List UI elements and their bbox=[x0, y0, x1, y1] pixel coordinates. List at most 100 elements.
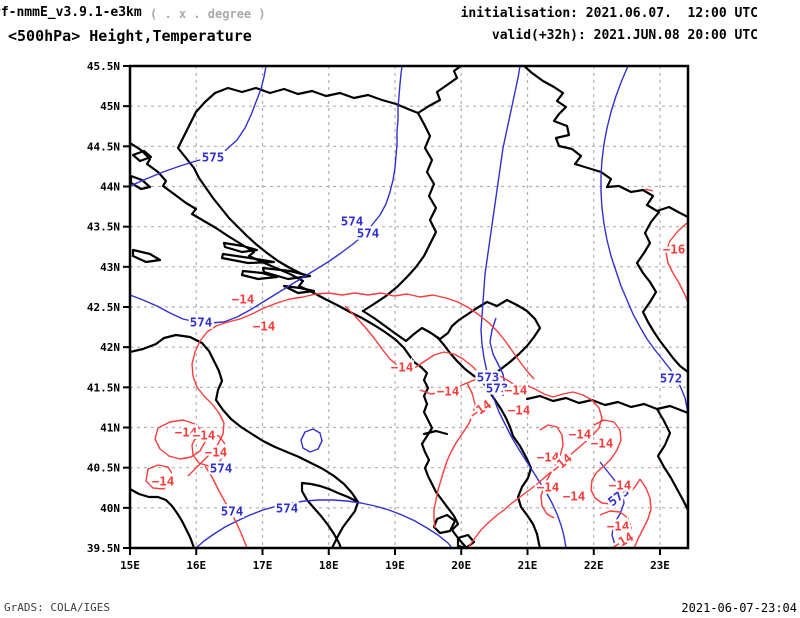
coastline-path bbox=[361, 298, 542, 384]
temperature-contour-line bbox=[539, 424, 564, 519]
coastlines-borders bbox=[131, 67, 687, 547]
contour-value-label: −14 bbox=[253, 319, 276, 334]
contour-value-label: 573 bbox=[486, 381, 509, 396]
lat-axis-label: 42.5N bbox=[87, 301, 120, 314]
coastline-path bbox=[131, 248, 162, 264]
contour-value-label: −14 bbox=[537, 480, 560, 495]
temperature-contour-line bbox=[344, 305, 494, 393]
temperature-contour-line bbox=[433, 382, 476, 529]
coastline-path bbox=[511, 434, 541, 547]
height-contour-line bbox=[131, 67, 403, 324]
temperature-contour-line bbox=[599, 510, 632, 547]
contour-value-label: −14 bbox=[193, 428, 216, 443]
lat-axis-label: 41N bbox=[100, 422, 120, 435]
contour-value-label: 575 bbox=[202, 150, 225, 165]
lat-axis-label: 43.5N bbox=[87, 221, 120, 234]
lon-axis-label: 21E bbox=[518, 559, 538, 572]
coastline-path bbox=[481, 380, 515, 438]
valid-time: valid(+32h): 2021.JUN.08 20:00 UTC bbox=[491, 28, 758, 43]
contour-value-label: −14 bbox=[569, 427, 592, 442]
contour-value-label: 574 bbox=[276, 501, 299, 516]
height-contour-line bbox=[480, 67, 567, 547]
coastline-path bbox=[282, 284, 316, 295]
coastline-path bbox=[220, 252, 276, 265]
lat-axis-label: 39.5N bbox=[87, 542, 120, 555]
contour-value-label: −14 bbox=[508, 403, 531, 418]
coastline-path bbox=[176, 91, 304, 276]
contour-value-label: −14 bbox=[609, 478, 632, 493]
contour-value-label: −14 bbox=[563, 489, 586, 504]
height-contour-line bbox=[300, 428, 323, 453]
lon-axis-label: 22E bbox=[584, 559, 604, 572]
coastline-path bbox=[300, 481, 360, 547]
coastline-path bbox=[213, 86, 420, 115]
lon-axis-label: 17E bbox=[253, 559, 273, 572]
contour-value-label: −14 bbox=[505, 383, 528, 398]
contour-value-label: 574 bbox=[190, 315, 213, 330]
lat-axis-label: 45N bbox=[100, 100, 120, 113]
contour-value-label: −14 bbox=[232, 292, 255, 307]
height-contour-line bbox=[600, 67, 687, 416]
plot-timestamp: 2021-06-07-23:04 bbox=[681, 601, 797, 615]
lat-axis-label: 44N bbox=[100, 181, 120, 194]
contour-value-label: 574 bbox=[341, 214, 364, 229]
coastline-path bbox=[131, 149, 153, 163]
coastline-path bbox=[222, 241, 259, 254]
lat-axis-label: 44.5N bbox=[87, 140, 120, 153]
lat-axis-label: 40.5N bbox=[87, 462, 120, 475]
temperature-contour-line bbox=[419, 374, 603, 547]
contour-value-label: −14 bbox=[437, 384, 460, 399]
coastline-path bbox=[523, 67, 687, 218]
temperature-contour-line bbox=[191, 432, 226, 467]
lon-axis-label: 19E bbox=[385, 559, 405, 572]
height-contour-line bbox=[489, 317, 506, 397]
initialisation-time: initialisation: 2021.06.07. 12:00 UTC bbox=[460, 6, 758, 21]
temperature-contour-line bbox=[154, 419, 206, 460]
model-note: ( . x . degree ) bbox=[150, 7, 266, 21]
height-contour-line bbox=[131, 67, 267, 187]
contour-value-label: −14 bbox=[607, 519, 630, 534]
contour-value-label: −14 bbox=[152, 474, 175, 489]
temperature-contour-line bbox=[145, 464, 174, 490]
contour-value-label: −14 bbox=[537, 450, 560, 465]
lat-axis-label: 43N bbox=[100, 261, 120, 274]
contour-value-label: 573 bbox=[477, 370, 500, 385]
temperature-contour-line bbox=[204, 465, 248, 547]
contour-value-label: 574 bbox=[210, 461, 233, 476]
contour-value-label: 574 bbox=[357, 226, 380, 241]
temperature-contour-line bbox=[302, 292, 535, 380]
coastline-path bbox=[131, 174, 152, 191]
lat-axis-label: 41.5N bbox=[87, 381, 120, 394]
temperature-contour-line bbox=[187, 296, 304, 477]
coastline-path bbox=[432, 513, 457, 535]
lon-axis-label: 18E bbox=[319, 559, 339, 572]
contour-value-label: −14 bbox=[391, 360, 414, 375]
coastline-path bbox=[240, 269, 279, 281]
coastline-path bbox=[422, 429, 449, 436]
coastline-path bbox=[416, 67, 462, 115]
lon-axis-label: 16E bbox=[186, 559, 206, 572]
contour-value-label: −14 bbox=[175, 425, 198, 440]
coastline-path bbox=[261, 266, 312, 281]
height-contour-line bbox=[196, 499, 453, 547]
coastline-path bbox=[361, 111, 438, 313]
temperature-contour-labels: −14−14−14−14 −14−14 −14−14−14−14−14−14−14−… bbox=[149, 239, 687, 547]
coastline-path bbox=[525, 394, 687, 414]
lon-axis-label: 23E bbox=[650, 559, 670, 572]
height-contour-line bbox=[599, 461, 625, 547]
lon-axis-label: 15E bbox=[120, 559, 140, 572]
temperature-contour-line bbox=[633, 478, 652, 547]
product-title: <500hPa> Height,Temperature bbox=[8, 27, 252, 45]
lat-axis-label: 40N bbox=[100, 502, 120, 515]
coastline-path bbox=[655, 407, 687, 511]
temperature-contour-line bbox=[665, 221, 687, 302]
model-title: rf-nmmE_v3.9.1-e3km bbox=[0, 5, 142, 20]
coastline-path bbox=[131, 142, 468, 547]
coastline-path bbox=[131, 333, 360, 547]
temperature-contour-line bbox=[590, 419, 641, 505]
contour-value-label: −14 bbox=[591, 436, 614, 451]
contour-value-label: 574 bbox=[221, 504, 244, 519]
